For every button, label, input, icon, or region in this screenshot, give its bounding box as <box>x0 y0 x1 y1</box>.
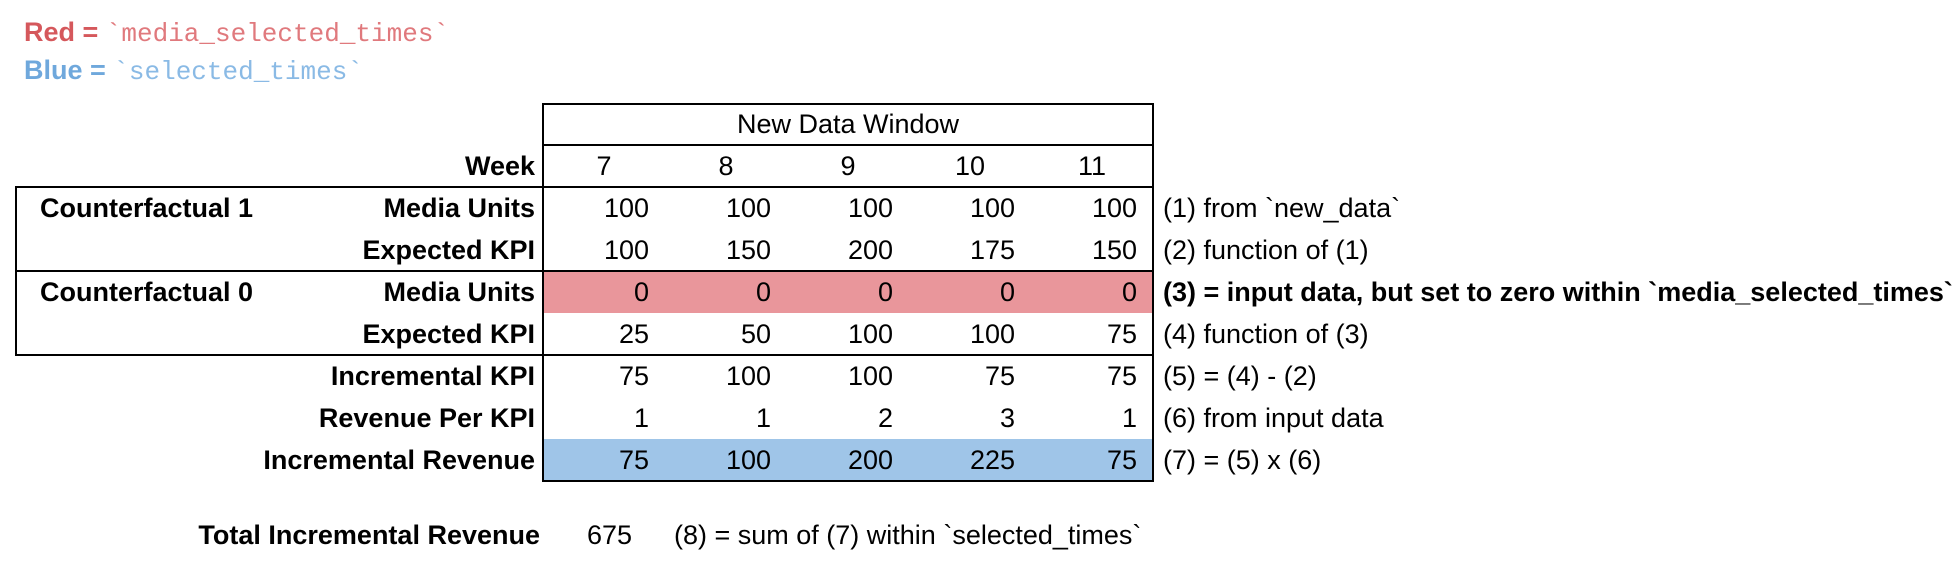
week-cell: 9 <box>840 151 856 181</box>
table-border-left-box <box>15 186 17 356</box>
row-cells: 100 150 200 175 150 <box>543 229 1153 271</box>
value-cell: 75 <box>618 445 649 475</box>
total-incremental-revenue-label: Total Incremental Revenue <box>198 520 540 550</box>
week-cell: 8 <box>718 151 734 181</box>
value-cell: 100 <box>725 445 771 475</box>
value-cell: 25 <box>618 319 649 349</box>
value-cell: 100 <box>969 193 1015 223</box>
value-cell: 0 <box>877 277 893 307</box>
row-note: (5) = (4) - (2) <box>1163 361 1317 391</box>
value-cell: 200 <box>847 445 893 475</box>
value-cell: 1 <box>755 403 771 433</box>
value-cell: 150 <box>725 235 771 265</box>
value-cell: 200 <box>847 235 893 265</box>
table-row-cf1-media-units: Counterfactual 1 Media Units 100 100 100… <box>0 187 1400 229</box>
value-cell: 175 <box>969 235 1015 265</box>
row-cells-blue-highlight: 75 100 200 225 75 <box>543 439 1153 481</box>
table-row-revenue-per-kpi: Revenue Per KPI 1 1 2 3 1 (6) from input… <box>0 397 1384 439</box>
value-cell: 100 <box>1091 193 1137 223</box>
legend-blue-line: Blue = `selected_times` <box>24 52 449 90</box>
value-cell: 100 <box>603 193 649 223</box>
value-cell: 225 <box>969 445 1015 475</box>
row-note: (1) from `new_data` <box>1163 193 1401 223</box>
group-label-counterfactual-1: Counterfactual 1 <box>40 193 254 223</box>
value-cell: 3 <box>999 403 1015 433</box>
row-label: Media Units <box>383 193 535 223</box>
legend-red-label: Red = <box>24 17 106 47</box>
row-cells: 75 100 100 75 75 <box>543 355 1153 397</box>
total-incremental-revenue-value: 675 <box>586 520 632 550</box>
legend: Red = `media_selected_times` Blue = `sel… <box>24 14 449 90</box>
row-cells: 25 50 100 100 75 <box>543 313 1153 355</box>
value-cell: 100 <box>969 319 1015 349</box>
group-label-counterfactual-0: Counterfactual 0 <box>40 277 254 307</box>
row-note: (7) = (5) x (6) <box>1163 445 1322 475</box>
value-cell: 1 <box>633 403 649 433</box>
row-label: Revenue Per KPI <box>318 403 535 433</box>
table-row-cf0-expected-kpi: Expected KPI 25 50 100 100 75 (4) functi… <box>0 313 1369 355</box>
legend-red-line: Red = `media_selected_times` <box>24 14 449 52</box>
week-cells: 7 8 9 10 11 <box>543 145 1153 187</box>
row-label: Expected KPI <box>362 235 535 265</box>
value-cell: 0 <box>1121 277 1137 307</box>
table-border-cf0-top <box>15 270 1154 272</box>
total-row: Total Incremental Revenue 675 (8) = sum … <box>0 514 1141 556</box>
table-row-incremental-revenue: Incremental Revenue 75 100 200 225 75 (7… <box>0 439 1321 481</box>
total-note: (8) = sum of (7) within `selected_times` <box>674 520 1142 550</box>
value-cell: 75 <box>618 361 649 391</box>
value-cell: 100 <box>603 235 649 265</box>
value-cell: 150 <box>1091 235 1137 265</box>
value-cell: 1 <box>1121 403 1137 433</box>
row-note: (4) function of (3) <box>1163 319 1369 349</box>
value-cell: 100 <box>725 361 771 391</box>
table-border-values-right <box>1152 103 1154 482</box>
value-cell: 0 <box>755 277 771 307</box>
row-note: (2) function of (1) <box>1163 235 1369 265</box>
row-cells: 100 100 100 100 100 <box>543 187 1153 229</box>
legend-red-code: `media_selected_times` <box>105 19 450 49</box>
legend-blue-code: `selected_times` <box>113 57 363 87</box>
row-label: Incremental KPI <box>330 361 535 391</box>
value-cell: 50 <box>740 319 771 349</box>
week-row: Week 7 8 9 10 11 <box>0 145 1153 187</box>
table-border-cf1-top <box>15 186 1154 188</box>
week-cell: 10 <box>954 151 986 181</box>
value-cell: 75 <box>1106 319 1137 349</box>
table-header-new-data-window: New Data Window <box>736 109 960 139</box>
week-row-label: Week <box>464 151 535 181</box>
row-cells: 1 1 2 3 1 <box>543 397 1153 439</box>
table-border-cf0-bottom <box>15 354 1154 356</box>
value-cell: 75 <box>1106 361 1137 391</box>
legend-blue-label: Blue = <box>24 55 114 85</box>
table-border-header-top <box>542 103 1154 105</box>
table-row-cf1-expected-kpi: Expected KPI 100 150 200 175 150 (2) fun… <box>0 229 1369 271</box>
table-row-cf0-media-units: Counterfactual 0 Media Units 0 0 0 0 0 (… <box>0 271 1953 313</box>
value-cell: 0 <box>633 277 649 307</box>
value-cell: 75 <box>984 361 1015 391</box>
table-border-bottom <box>542 480 1154 482</box>
row-cells-red-highlight: 0 0 0 0 0 <box>543 271 1153 313</box>
row-label: Expected KPI <box>362 319 535 349</box>
value-cell: 75 <box>1106 445 1137 475</box>
value-cell: 100 <box>847 319 893 349</box>
week-cell: 7 <box>596 151 612 181</box>
value-cell: 2 <box>877 403 893 433</box>
value-cell: 100 <box>847 193 893 223</box>
value-cell: 100 <box>725 193 771 223</box>
row-note: (3) = input data, but set to zero within… <box>1163 277 1953 307</box>
week-cell: 11 <box>1077 151 1107 181</box>
table-border-values-left <box>542 103 544 482</box>
value-cell: 100 <box>847 361 893 391</box>
row-label: Media Units <box>383 277 535 307</box>
row-note: (6) from input data <box>1163 403 1384 433</box>
table-border-header-bottom <box>542 144 1154 146</box>
table-row-incremental-kpi: Incremental KPI 75 100 100 75 75 (5) = (… <box>0 355 1317 397</box>
value-cell: 0 <box>999 277 1015 307</box>
row-label: Incremental Revenue <box>263 445 535 475</box>
